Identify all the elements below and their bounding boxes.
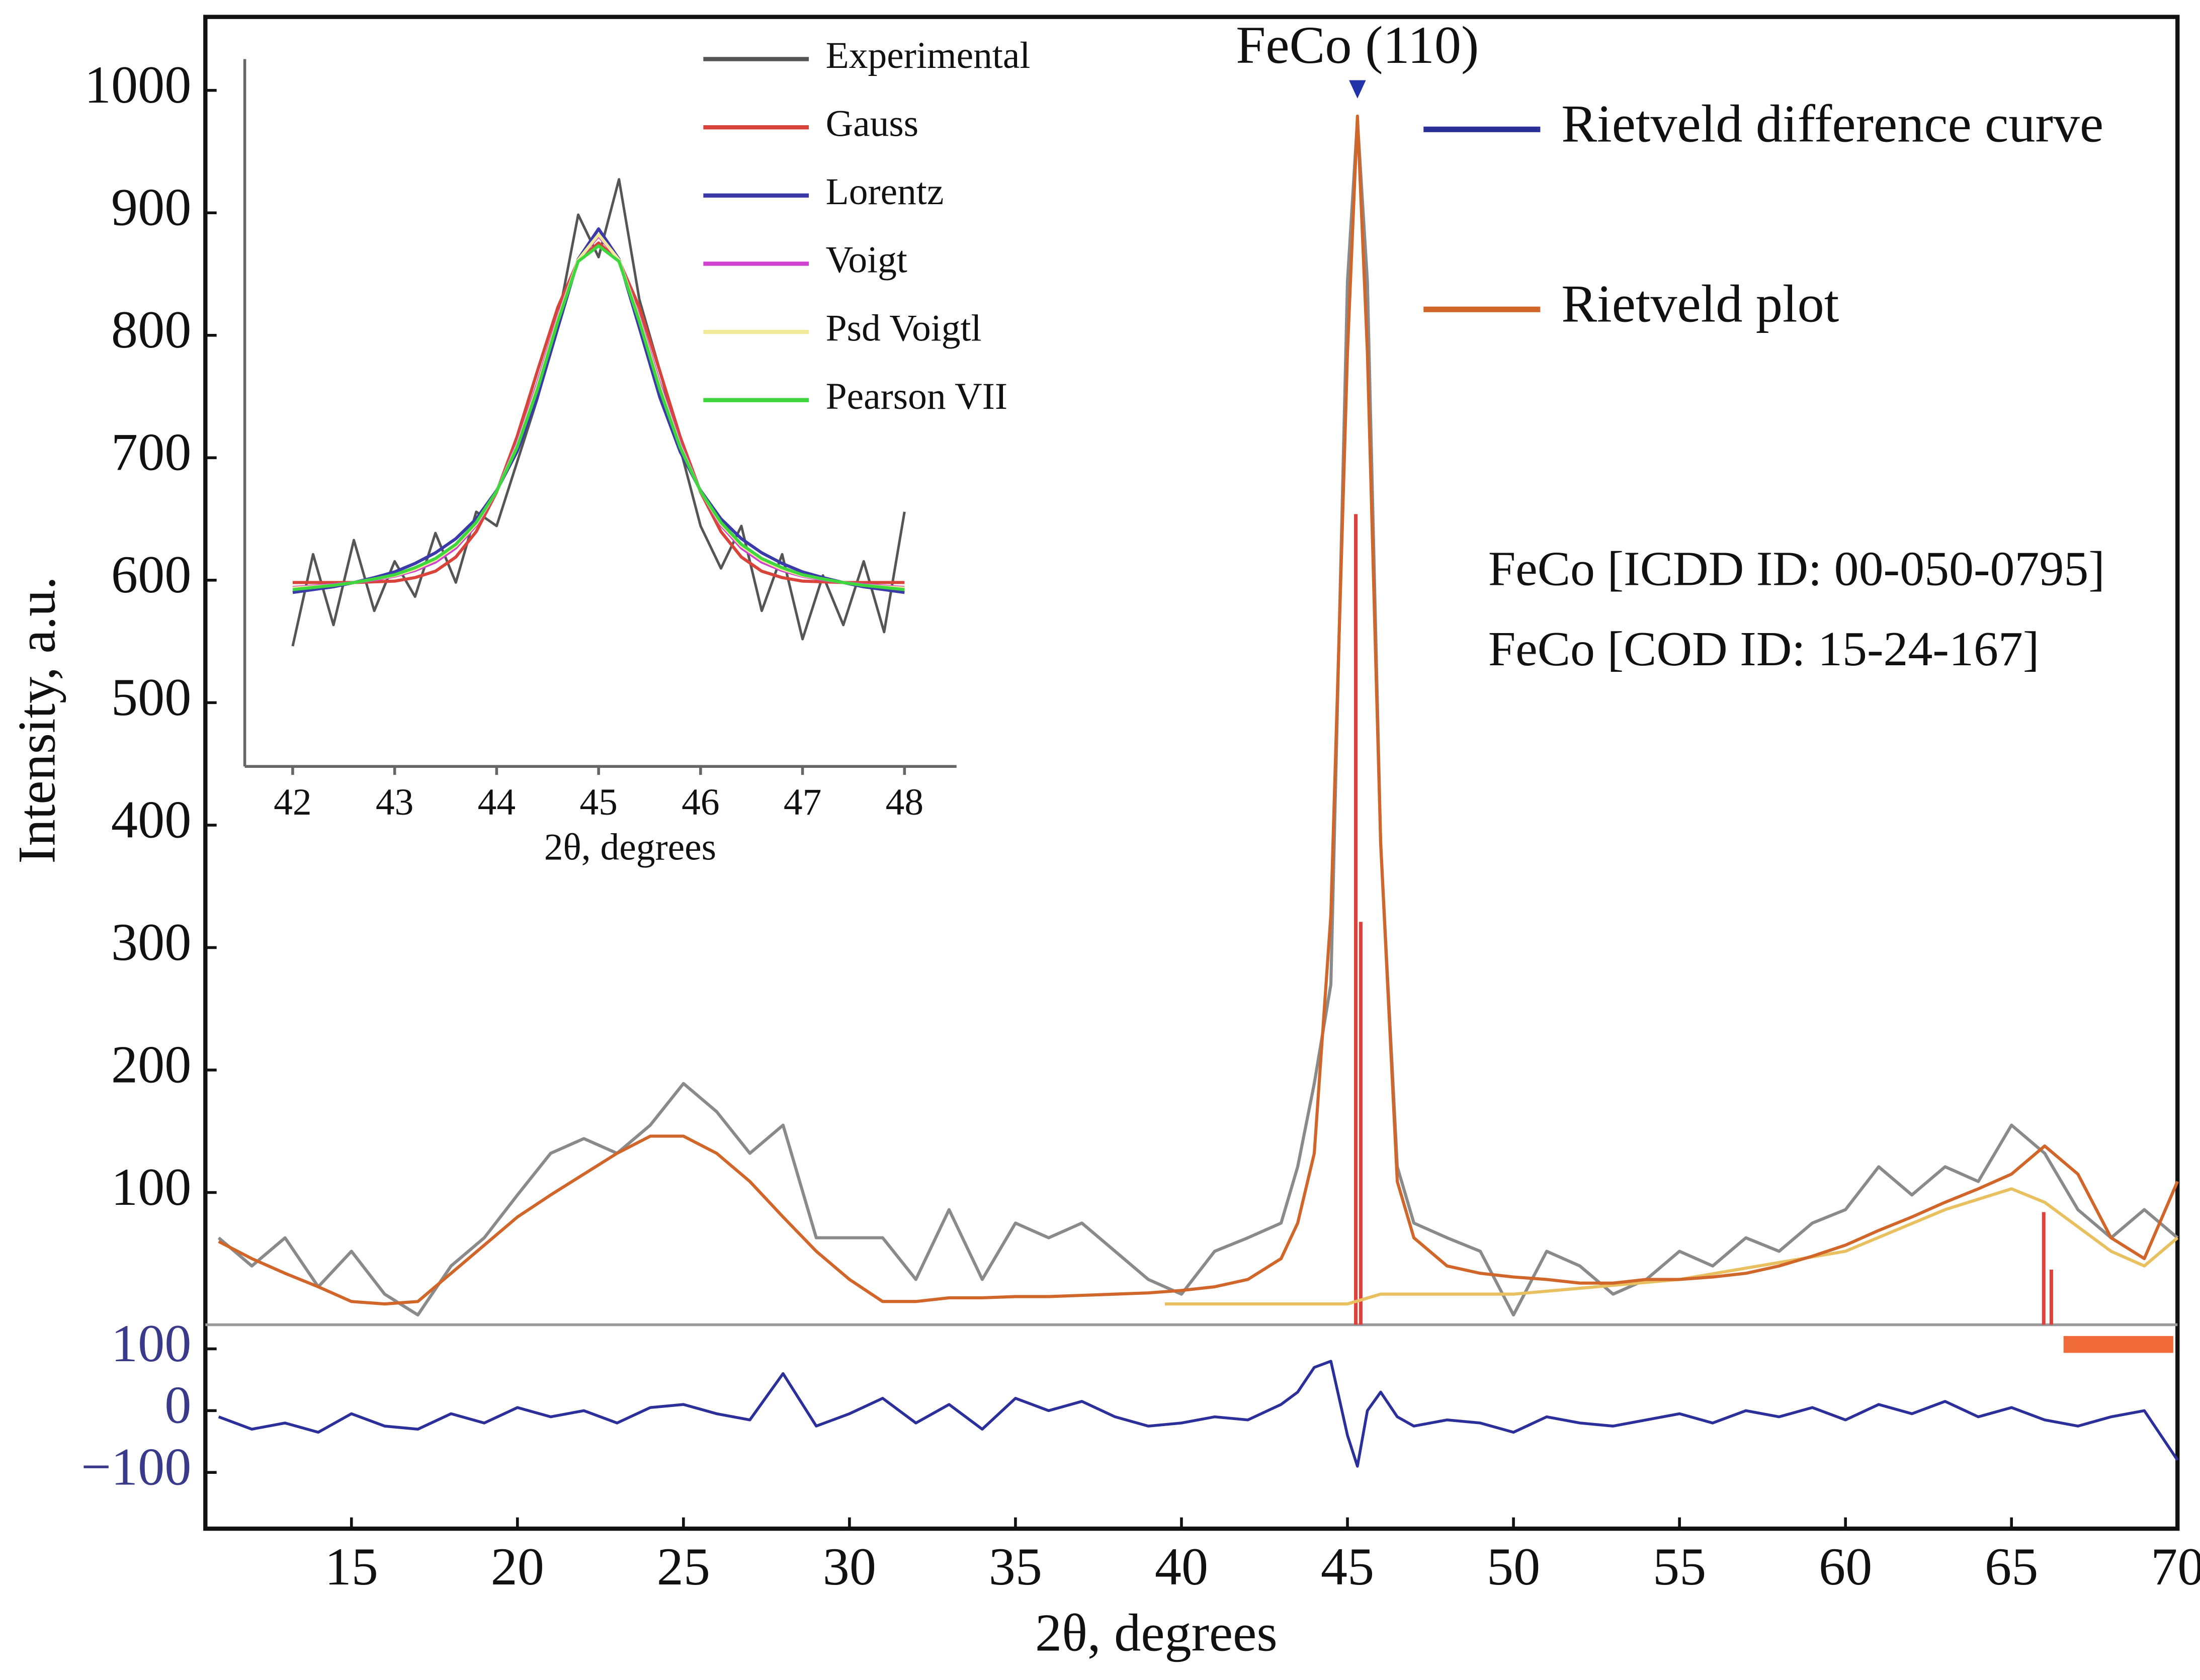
data-line xyxy=(292,234,905,589)
y-tick-label: 1000 xyxy=(84,55,192,114)
y-tick-label: 400 xyxy=(111,789,191,849)
range-bar xyxy=(2063,1336,2173,1353)
inset-x-tick-label: 46 xyxy=(682,781,720,823)
data-line xyxy=(291,178,906,647)
y-tick-label: 500 xyxy=(111,667,191,727)
y-axis-label: Intensity, a.u. xyxy=(7,576,66,864)
x-tick-label: 35 xyxy=(989,1537,1042,1596)
y-tick-label: 100 xyxy=(111,1157,191,1216)
y2-tick-label: 0 xyxy=(164,1375,191,1435)
plot-frame xyxy=(203,15,2180,1531)
y-tick-label: 800 xyxy=(111,300,191,359)
x-tick-label: 60 xyxy=(1819,1537,1872,1596)
x-tick-label: 55 xyxy=(1653,1537,1706,1596)
inset-x-tick-label: 48 xyxy=(886,781,924,823)
x-tick-label: 50 xyxy=(1487,1537,1540,1596)
y2-tick-label: 100 xyxy=(111,1313,191,1373)
peak-marker xyxy=(1349,80,1366,99)
inset-legend-label: Lorentz xyxy=(826,171,944,213)
inset-x-tick-label: 42 xyxy=(274,781,312,823)
x-tick-label: 15 xyxy=(325,1537,378,1596)
data-line xyxy=(292,227,905,594)
y-tick-label: 200 xyxy=(111,1034,191,1094)
inset-x-tick-label: 44 xyxy=(478,781,516,823)
inset-legend-label: Voigt xyxy=(826,239,907,281)
inset-legend-label: Gauss xyxy=(826,103,919,144)
x-tick-label: 70 xyxy=(2151,1537,2200,1596)
note: FeCo [ICDD ID: 00-050-0795] xyxy=(1488,542,2105,596)
y-tick-label: 600 xyxy=(111,545,191,604)
x-tick-label: 40 xyxy=(1155,1537,1208,1596)
x-tick-label: 25 xyxy=(657,1537,710,1596)
data-line xyxy=(218,114,2179,1306)
y-tick-label: 900 xyxy=(111,178,191,237)
inset-legend-label: Pearson VII xyxy=(826,376,1007,417)
x-tick-label: 65 xyxy=(1985,1537,2038,1596)
x-tick-label: 20 xyxy=(491,1537,544,1596)
legend-label: Rietveld plot xyxy=(1561,274,1839,333)
inset-x-tick-label: 47 xyxy=(784,781,822,823)
data-line xyxy=(1164,1187,2179,1306)
inset-x-tick-label: 45 xyxy=(579,781,618,823)
x-axis-label: 2θ, degrees xyxy=(1035,1603,1278,1662)
data-line xyxy=(292,241,905,584)
x-tick-label: 30 xyxy=(823,1537,876,1596)
data-line xyxy=(218,1360,2179,1468)
inset-legend-label: Psd Voigtl xyxy=(826,307,982,349)
y-tick-label: 300 xyxy=(111,912,191,971)
data-line xyxy=(292,244,905,591)
inset-x-axis-label: 2θ, degrees xyxy=(544,826,716,868)
y2-tick-label: −100 xyxy=(81,1437,191,1496)
x-tick-label: 45 xyxy=(1321,1537,1374,1596)
peak-label: FeCo (110) xyxy=(1236,15,1479,74)
inset-legend-label: Experimental xyxy=(826,35,1031,76)
data-line xyxy=(292,233,905,590)
inset-x-tick-label: 43 xyxy=(376,781,414,823)
data-line xyxy=(217,118,2179,1317)
y-tick-label: 700 xyxy=(111,422,191,482)
legend-label: Rietveld difference curve xyxy=(1561,94,2103,153)
note: FeCo [COD ID: 15-24-167] xyxy=(1488,622,2040,676)
